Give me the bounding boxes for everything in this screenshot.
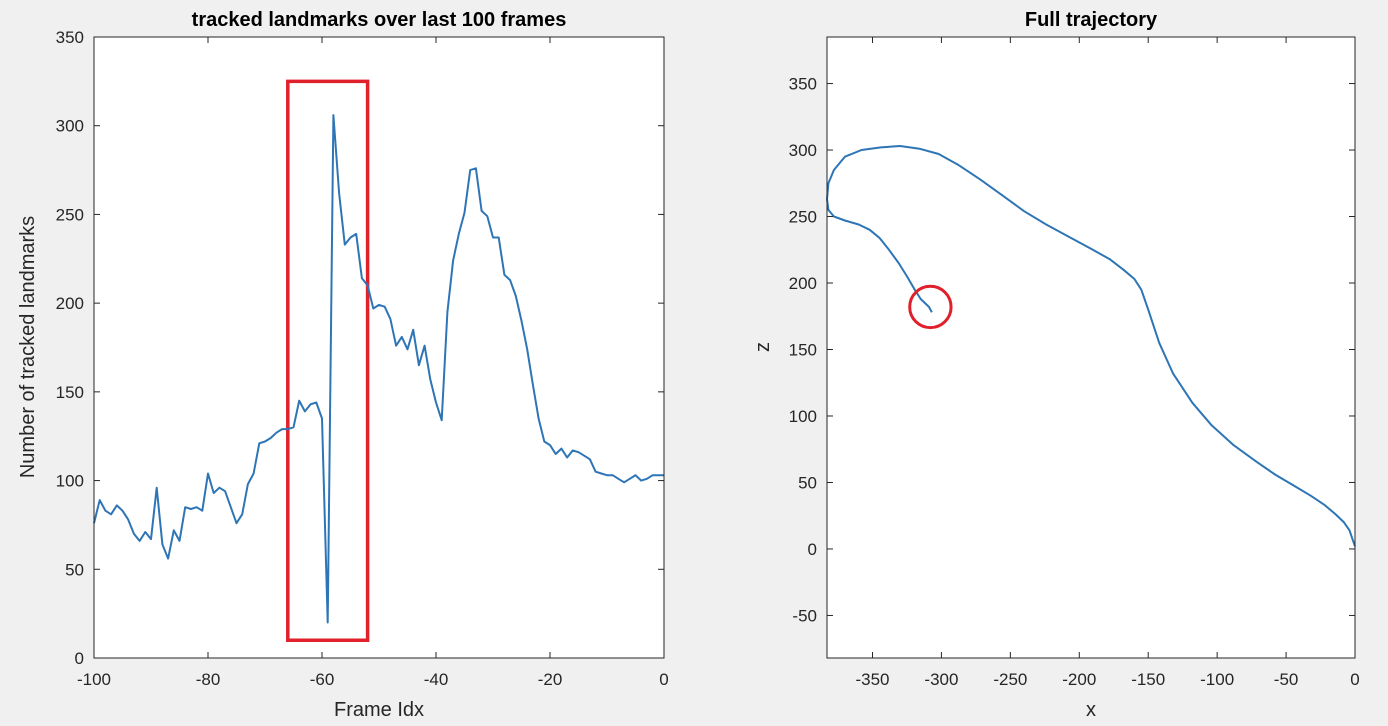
trajectory-ticks: -350 -300 -250 -200 -150 -100 -50 0 -50 0 50 100 150… [789,37,1360,689]
landmarks-x-tick-label: -80 [196,670,221,689]
trajectory-series-layer [826,145,1356,547]
landmarks-series-layer [93,114,664,624]
trajectory-x-tick-label: -100 [1200,670,1234,689]
trajectory-y-tick-label: 300 [789,141,817,160]
landmarks-x-tick-label: -20 [538,670,563,689]
landmarks-y-tick-label: 0 [75,649,84,668]
trajectory-y-tick-label: 250 [789,208,817,227]
trajectory-x-tick-label: 0 [1350,670,1359,689]
landmarks-plot: -100 -80 -60 -40 -20 0 0 50 100 150 200 250 300 350 t… [17,9,669,721]
trajectory-axes-area [827,37,1355,658]
trajectory-x-tick-label: -300 [924,670,958,689]
landmarks-x-axis-label: Frame Idx [334,699,424,721]
trajectory-plot: -350 -300 -250 -200 -150 -100 -50 0 -50 0 50 100 150… [752,9,1360,721]
trajectory-x-axis-label: x [1086,699,1096,721]
trajectory-x-tick-label: -50 [1274,670,1299,689]
trajectory-y-tick-label: 100 [789,407,817,426]
trajectory-y-tick-label: 0 [808,540,817,559]
landmarks-y-tick-label: 300 [56,117,84,136]
trajectory-x-tick-label: -150 [1131,670,1165,689]
landmarks-plot-title: tracked landmarks over last 100 frames [192,9,567,31]
trajectory-y-tick-label: 200 [789,274,817,293]
landmarks-x-tick-label: -60 [310,670,335,689]
landmarks-y-axis-label: Number of tracked landmarks [17,216,39,478]
landmarks-axes-area [94,37,664,658]
trajectory-highlight-circle [908,284,953,330]
landmarks-x-tick-label: 0 [659,670,668,689]
landmarks-ticks: -100 -80 -60 -40 -20 0 0 50 100 150 200 250 300 350 [56,28,669,689]
landmarks-x-tick-label: -40 [424,670,449,689]
landmarks-series-line [93,114,664,624]
landmarks-highlight-layer [286,79,370,643]
landmarks-axes-box [93,36,665,659]
landmarks-y-tick-label: 100 [56,472,84,491]
trajectory-y-tick-label: 50 [798,473,817,492]
trajectory-series-line [826,145,1356,547]
trajectory-y-axis-label: z [752,342,774,352]
trajectory-axes-box [826,36,1356,659]
trajectory-y-tick-label: -50 [792,606,817,625]
trajectory-highlight-layer [908,284,953,330]
trajectory-x-tick-label: -250 [993,670,1027,689]
trajectory-x-tick-label: -350 [855,670,889,689]
landmarks-y-tick-label: 350 [56,28,84,47]
landmarks-x-tick-label: -100 [77,670,111,689]
trajectory-plot-title: Full trajectory [1025,9,1158,31]
landmarks-y-tick-label: 200 [56,294,84,313]
trajectory-x-tick-label: -200 [1062,670,1096,689]
landmarks-y-tick-label: 250 [56,205,84,224]
landmarks-y-tick-label: 150 [56,383,84,402]
landmarks-y-tick-label: 50 [65,560,84,579]
landmarks-highlight-rectangle [286,79,370,643]
trajectory-y-tick-label: 150 [789,340,817,359]
trajectory-y-tick-label: 350 [789,75,817,94]
